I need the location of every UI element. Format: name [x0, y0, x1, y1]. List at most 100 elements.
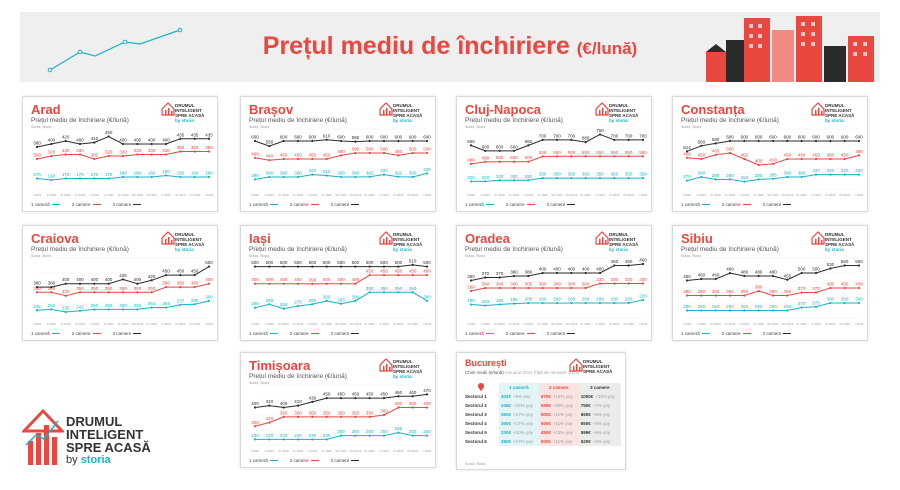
- table-cell: 402€ +9% yoy: [499, 392, 539, 401]
- data-label: 400: [409, 401, 417, 406]
- data-point: [179, 274, 182, 277]
- mini-logo-text: DRUMUL INTELIGENT SPRE ACASĂ by storia: [393, 232, 423, 252]
- x-tick-label: IV 2023: [293, 193, 304, 197]
- data-point: [598, 176, 602, 180]
- data-label: 450: [352, 392, 360, 397]
- data-label: 480: [467, 157, 475, 162]
- data-label: 200: [596, 297, 604, 302]
- table-cell: 599€ +20% yoy: [538, 401, 579, 410]
- house-icon: [161, 231, 175, 245]
- data-point: [282, 415, 285, 418]
- yoy-change: +9% yoy: [513, 394, 531, 399]
- data-label: 450: [309, 153, 317, 158]
- data-label: 480: [337, 149, 345, 154]
- data-label: 500: [337, 260, 345, 265]
- data-point: [325, 157, 328, 161]
- data-point: [311, 303, 314, 306]
- data-label: 500: [380, 147, 388, 152]
- data-point: [325, 174, 328, 177]
- chart-title: Craiova: [31, 231, 79, 246]
- data-label: 460: [698, 273, 706, 278]
- data-point: [207, 150, 211, 153]
- data-label: 250: [784, 304, 792, 309]
- x-tick-label: IX 2023: [364, 322, 375, 326]
- data-point: [296, 265, 300, 268]
- data-label: 170: [62, 172, 70, 177]
- data-point: [121, 142, 125, 146]
- data-label: 350: [177, 145, 185, 150]
- data-label: 400: [48, 138, 56, 143]
- data-point: [598, 155, 602, 158]
- legend-item: 1 cameră: [681, 331, 710, 336]
- data-label: 330: [423, 167, 431, 172]
- chart-title: Timișoara: [249, 358, 311, 373]
- data-point: [253, 265, 257, 268]
- data-point: [268, 303, 271, 306]
- data-point: [627, 264, 630, 267]
- data-label: 350: [366, 410, 374, 415]
- data-point: [714, 178, 717, 181]
- x-tick-label: X 2023: [161, 322, 171, 326]
- data-label: 250: [91, 303, 99, 308]
- data-point: [382, 434, 386, 437]
- data-label: 350: [76, 286, 84, 291]
- data-label: 549: [539, 150, 547, 155]
- line-chart: I 2023 II 2023 III 2023 IV 2023 V 2023 VI 202…: [467, 128, 648, 197]
- yoy-change: +9% yoy: [592, 430, 611, 435]
- data-point: [584, 301, 587, 305]
- data-point: [700, 175, 703, 179]
- data-label: 320: [309, 168, 317, 173]
- data-label: 380: [525, 270, 533, 275]
- legend-item: 2 camere: [290, 331, 319, 336]
- data-label: 270: [294, 300, 302, 305]
- x-tick-label: VI 2023: [753, 322, 764, 326]
- data-label: 360: [380, 409, 388, 414]
- x-tick-label: II 2023: [697, 193, 707, 197]
- x-tick-label: II 2023: [481, 322, 491, 326]
- data-point: [570, 301, 573, 305]
- house-icon: [379, 102, 393, 116]
- data-label: 190: [162, 169, 170, 174]
- data-label: 650: [525, 139, 533, 144]
- chart-subtitle: Prețul mediu de închiriere (€/lună): [31, 117, 129, 124]
- data-label: 280: [467, 285, 475, 290]
- data-label: 300: [510, 282, 518, 287]
- data-label: 350: [119, 286, 127, 291]
- data-label: 300: [91, 153, 99, 158]
- data-point: [469, 180, 473, 183]
- data-point: [512, 160, 516, 163]
- data-label: 450: [105, 130, 113, 135]
- data-point: [411, 291, 414, 294]
- data-point: [484, 180, 487, 183]
- data-point: [857, 154, 861, 157]
- data-label: 410: [266, 399, 274, 404]
- data-label: 190: [467, 298, 475, 303]
- data-label: 261: [148, 301, 156, 306]
- data-label: 320: [119, 150, 127, 155]
- column-header: 2 camere: [538, 383, 579, 392]
- chart-subtitle: Prețul mediu de închiriere (€/lună): [681, 117, 779, 124]
- data-point: [64, 282, 67, 285]
- x-tick-label: VII 2023: [335, 449, 347, 453]
- data-label: 500: [525, 155, 533, 160]
- data-label: 550: [596, 150, 604, 155]
- data-point: [121, 278, 125, 281]
- line-chart: I 2023 II 2023 III 2023 IV 2023 V 2023 VI 202…: [683, 257, 864, 326]
- x-tick-label: II 2023: [47, 193, 57, 197]
- data-label: 500: [205, 260, 213, 265]
- data-label: 450: [827, 153, 835, 158]
- data-label: 250: [366, 429, 374, 434]
- data-label: 350: [784, 289, 792, 294]
- data-point: [425, 434, 429, 437]
- data-point: [814, 291, 818, 294]
- data-label: 380: [33, 281, 41, 286]
- table-cell: 350€ +17% yoy: [499, 437, 539, 446]
- data-point: [282, 307, 285, 310]
- city-chart-card: I 2023 II 2023 III 2023 IV 2023 V 2023 VI 202…: [240, 225, 436, 341]
- data-label: 330: [76, 148, 84, 153]
- data-label: 300: [280, 171, 288, 176]
- data-point: [541, 138, 544, 142]
- data-point: [498, 303, 501, 306]
- data-point: [339, 139, 343, 143]
- data-label: 330: [625, 277, 633, 282]
